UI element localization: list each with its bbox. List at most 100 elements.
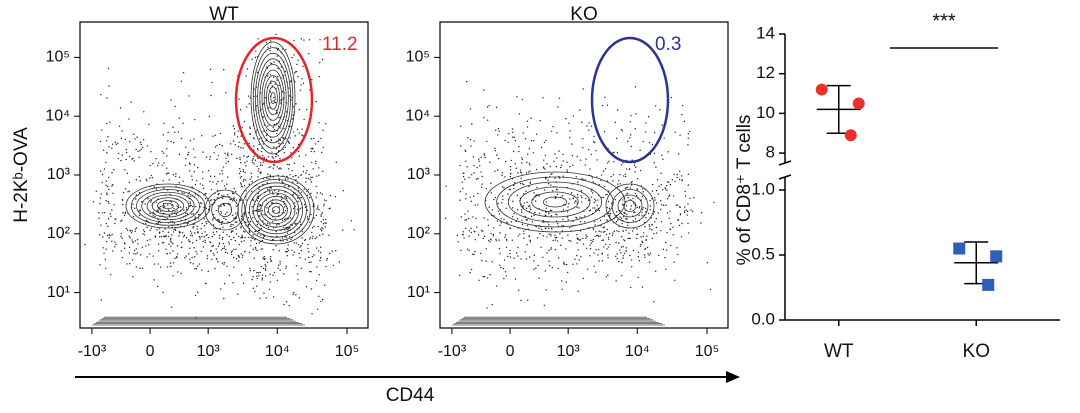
event-dot — [285, 236, 287, 238]
event-dot — [275, 155, 277, 158]
event-dot — [342, 189, 344, 192]
event-dot — [186, 223, 189, 225]
event-dot — [636, 228, 638, 230]
event-dot — [276, 235, 278, 238]
event-dot — [197, 291, 199, 293]
event-dot — [218, 237, 221, 239]
event-dot — [687, 137, 690, 139]
event-dot — [230, 230, 233, 232]
event-dot — [272, 76, 275, 78]
event-dot — [243, 240, 245, 242]
event-dot — [258, 138, 261, 140]
event-dot — [550, 233, 552, 235]
event-dot — [298, 132, 301, 134]
event-dot — [688, 130, 691, 133]
event-dot — [267, 47, 269, 49]
event-dot — [581, 178, 583, 180]
event-dot — [178, 153, 181, 156]
event-dot — [531, 221, 533, 223]
event-dot — [319, 62, 321, 64]
y-tick-label: 10⁴ — [405, 107, 430, 124]
event-dot — [264, 191, 266, 194]
event-dot — [637, 251, 640, 253]
event-dot — [204, 193, 206, 195]
event-dot — [596, 176, 598, 178]
event-dot — [641, 208, 644, 211]
event-dot — [525, 190, 527, 192]
contour-line — [617, 194, 643, 218]
event-dot — [243, 178, 245, 181]
event-dot — [560, 166, 562, 169]
event-dot — [170, 265, 172, 268]
event-dot — [128, 181, 131, 184]
event-dot — [168, 226, 170, 228]
event-dot — [477, 204, 479, 206]
event-dot — [118, 125, 121, 127]
event-dot — [500, 222, 502, 224]
event-dot — [257, 192, 260, 195]
event-dot — [469, 196, 471, 198]
event-dot — [295, 174, 297, 177]
event-dot — [245, 190, 247, 192]
event-dot — [129, 141, 131, 143]
event-dot — [172, 231, 175, 233]
event-dot — [580, 195, 582, 197]
event-dot — [219, 173, 221, 175]
event-dot — [172, 174, 175, 176]
event-dot — [660, 221, 663, 223]
event-dot — [520, 258, 522, 260]
event-dot — [138, 156, 140, 159]
event-dot — [524, 138, 527, 140]
event-dot — [100, 93, 102, 96]
event-dot — [239, 198, 241, 201]
event-dot — [315, 100, 317, 103]
event-dot — [306, 216, 309, 218]
event-dot — [607, 274, 609, 276]
event-dot — [278, 84, 280, 87]
event-dot — [233, 197, 235, 199]
event-dot — [591, 212, 594, 215]
event-dot — [286, 175, 288, 178]
event-dot — [98, 217, 100, 219]
event-dot — [509, 249, 511, 252]
event-dot — [665, 268, 667, 271]
event-dot — [513, 184, 515, 187]
event-dot — [259, 162, 262, 164]
event-dot — [256, 200, 259, 202]
event-dot — [655, 166, 657, 168]
event-dot — [501, 172, 503, 174]
event-dot — [155, 201, 157, 204]
event-dot — [555, 236, 558, 239]
event-dot — [577, 238, 579, 241]
event-dot — [258, 188, 260, 190]
event-dot — [318, 122, 320, 124]
event-dot — [588, 210, 591, 212]
event-dot — [574, 200, 577, 202]
event-dot — [120, 137, 123, 140]
event-dot — [309, 178, 311, 181]
event-dot — [239, 167, 241, 170]
contour-line — [125, 183, 211, 229]
event-dot — [210, 188, 213, 191]
event-dot — [193, 247, 195, 249]
event-dot — [632, 220, 634, 222]
event-dot — [644, 256, 646, 259]
event-dot — [215, 183, 218, 185]
event-dot — [129, 237, 131, 239]
event-dot — [473, 165, 475, 167]
event-dot — [174, 229, 177, 231]
event-dot — [123, 242, 126, 244]
event-dot — [211, 235, 214, 238]
event-dot — [155, 157, 157, 160]
event-dot — [300, 196, 303, 199]
event-dot — [277, 190, 280, 193]
event-dot — [616, 258, 618, 260]
event-dot — [283, 127, 285, 130]
event-dot — [550, 215, 553, 217]
event-dot — [525, 207, 528, 210]
event-dot — [532, 140, 535, 142]
event-dot — [149, 253, 151, 255]
event-dot — [320, 215, 322, 217]
event-dot — [189, 247, 191, 250]
event-dot — [644, 248, 646, 251]
